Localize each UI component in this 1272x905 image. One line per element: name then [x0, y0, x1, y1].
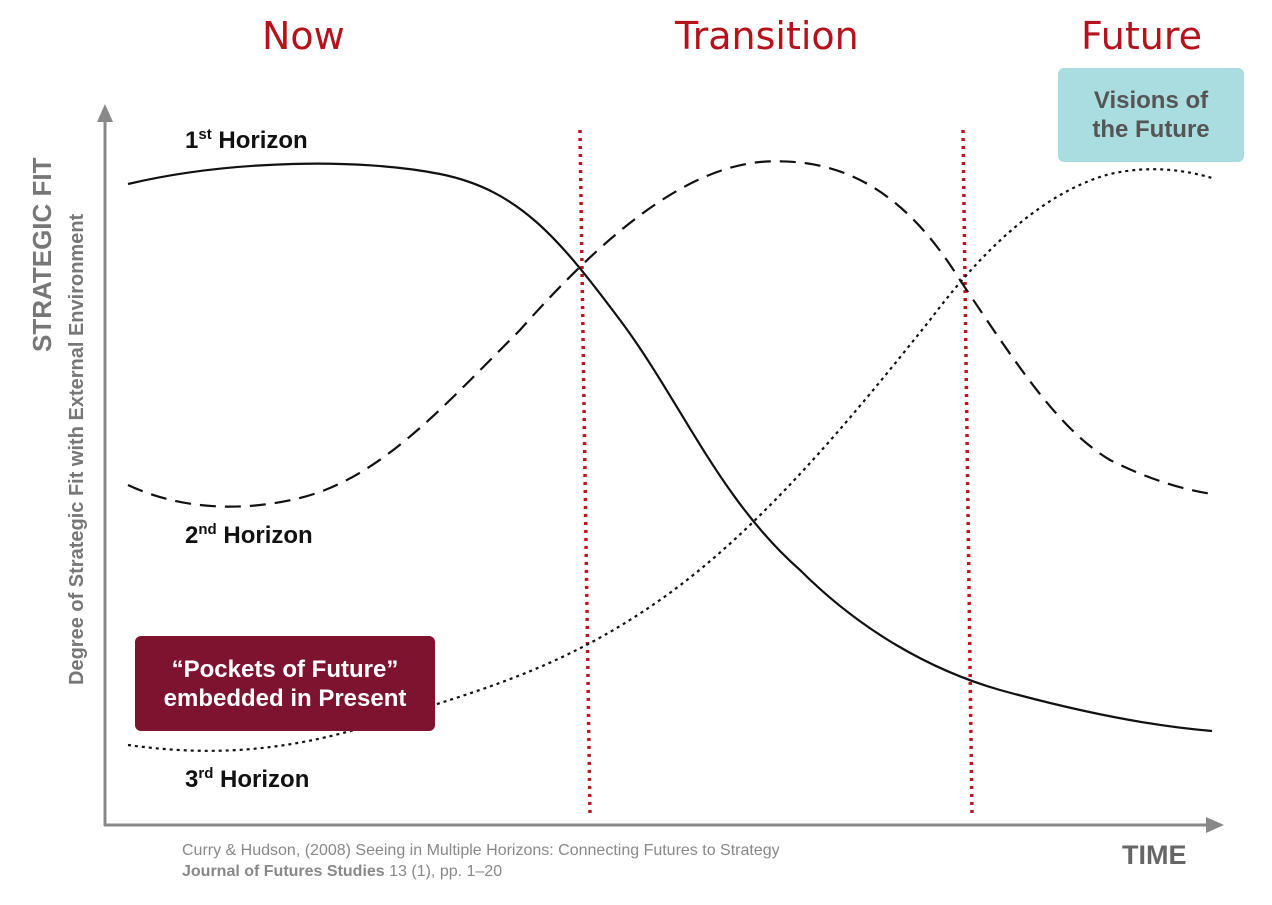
phase-future-label: Future [1081, 14, 1203, 58]
x-axis-arrow [1206, 817, 1224, 833]
citation-line-1: Curry & Hudson, (2008) Seeing in Multipl… [182, 842, 780, 859]
first-horizon-label: 1st Horizon [185, 126, 308, 154]
y-axis-arrow [97, 104, 113, 122]
transition-future-divider [961, 129, 974, 816]
visions-line-1: Visions of [1093, 87, 1209, 114]
y-axis-subtitle: Degree of Strategic Fit with External En… [66, 213, 88, 685]
x-axis-title: TIME [1122, 840, 1187, 870]
first-horizon-curve [127, 162, 1213, 733]
pockets-line-1: “Pockets of Future” [171, 656, 399, 683]
visions-of-future-callout: Visions of the Future [1058, 68, 1244, 162]
citation-line-2: Journal of Futures Studies 13 (1), pp. 1… [182, 863, 502, 881]
second-horizon-label: 2nd Horizon [185, 521, 313, 549]
y-axis-title: STRATEGIC FIT [27, 157, 57, 352]
visions-line-2: the Future [1092, 116, 1210, 143]
phase-now-label: Now [262, 14, 345, 58]
second-horizon-curve [127, 160, 1213, 508]
phase-transition-label: Transition [675, 14, 859, 58]
pockets-line-2: embedded in Present [163, 685, 407, 712]
now-transition-divider [578, 129, 592, 816]
pockets-of-future-callout: “Pockets of Future” embedded in Present [135, 636, 435, 731]
third-horizon-label: 3rd Horizon [185, 765, 310, 793]
citation-journal: Journal of Futures Studies [182, 863, 385, 880]
citation-details: 13 (1), pp. 1–20 [384, 863, 503, 880]
